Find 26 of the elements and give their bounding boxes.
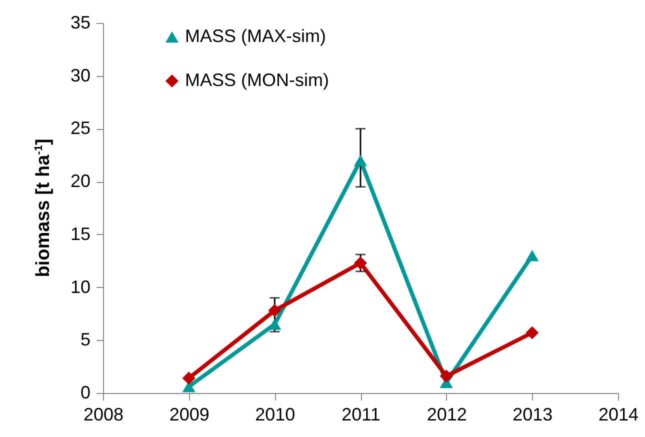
y-tick-label: 10 — [70, 276, 90, 297]
y-tick-label: 20 — [70, 171, 90, 192]
x-tick-label: 2013 — [512, 404, 553, 424]
y-tick-label: 0 — [80, 382, 90, 402]
point — [354, 256, 368, 270]
point — [182, 381, 196, 392]
y-tick-label: 5 — [80, 330, 90, 350]
y-tick-label: 25 — [70, 118, 90, 138]
legend-label: MASS (MAX-sim) — [185, 26, 326, 46]
y-tick-label: 15 — [70, 224, 90, 244]
y-tick-label: 35 — [70, 12, 90, 32]
point — [182, 372, 196, 385]
x-tick-label: 2011 — [342, 404, 380, 424]
point — [440, 370, 453, 383]
point — [526, 326, 539, 340]
x-tick-label: 2008 — [83, 404, 124, 424]
point — [268, 318, 282, 330]
x-tick-label: 2012 — [426, 404, 467, 424]
point — [268, 304, 282, 318]
point — [354, 154, 368, 166]
x-tick-label: 2009 — [169, 404, 210, 424]
point — [526, 250, 539, 262]
legend-label: MASS (MON-sim) — [185, 70, 329, 90]
y-tick-label: 30 — [70, 65, 90, 86]
x-tick-label: 2010 — [255, 404, 296, 424]
x-tick-label: 2014 — [598, 404, 639, 424]
